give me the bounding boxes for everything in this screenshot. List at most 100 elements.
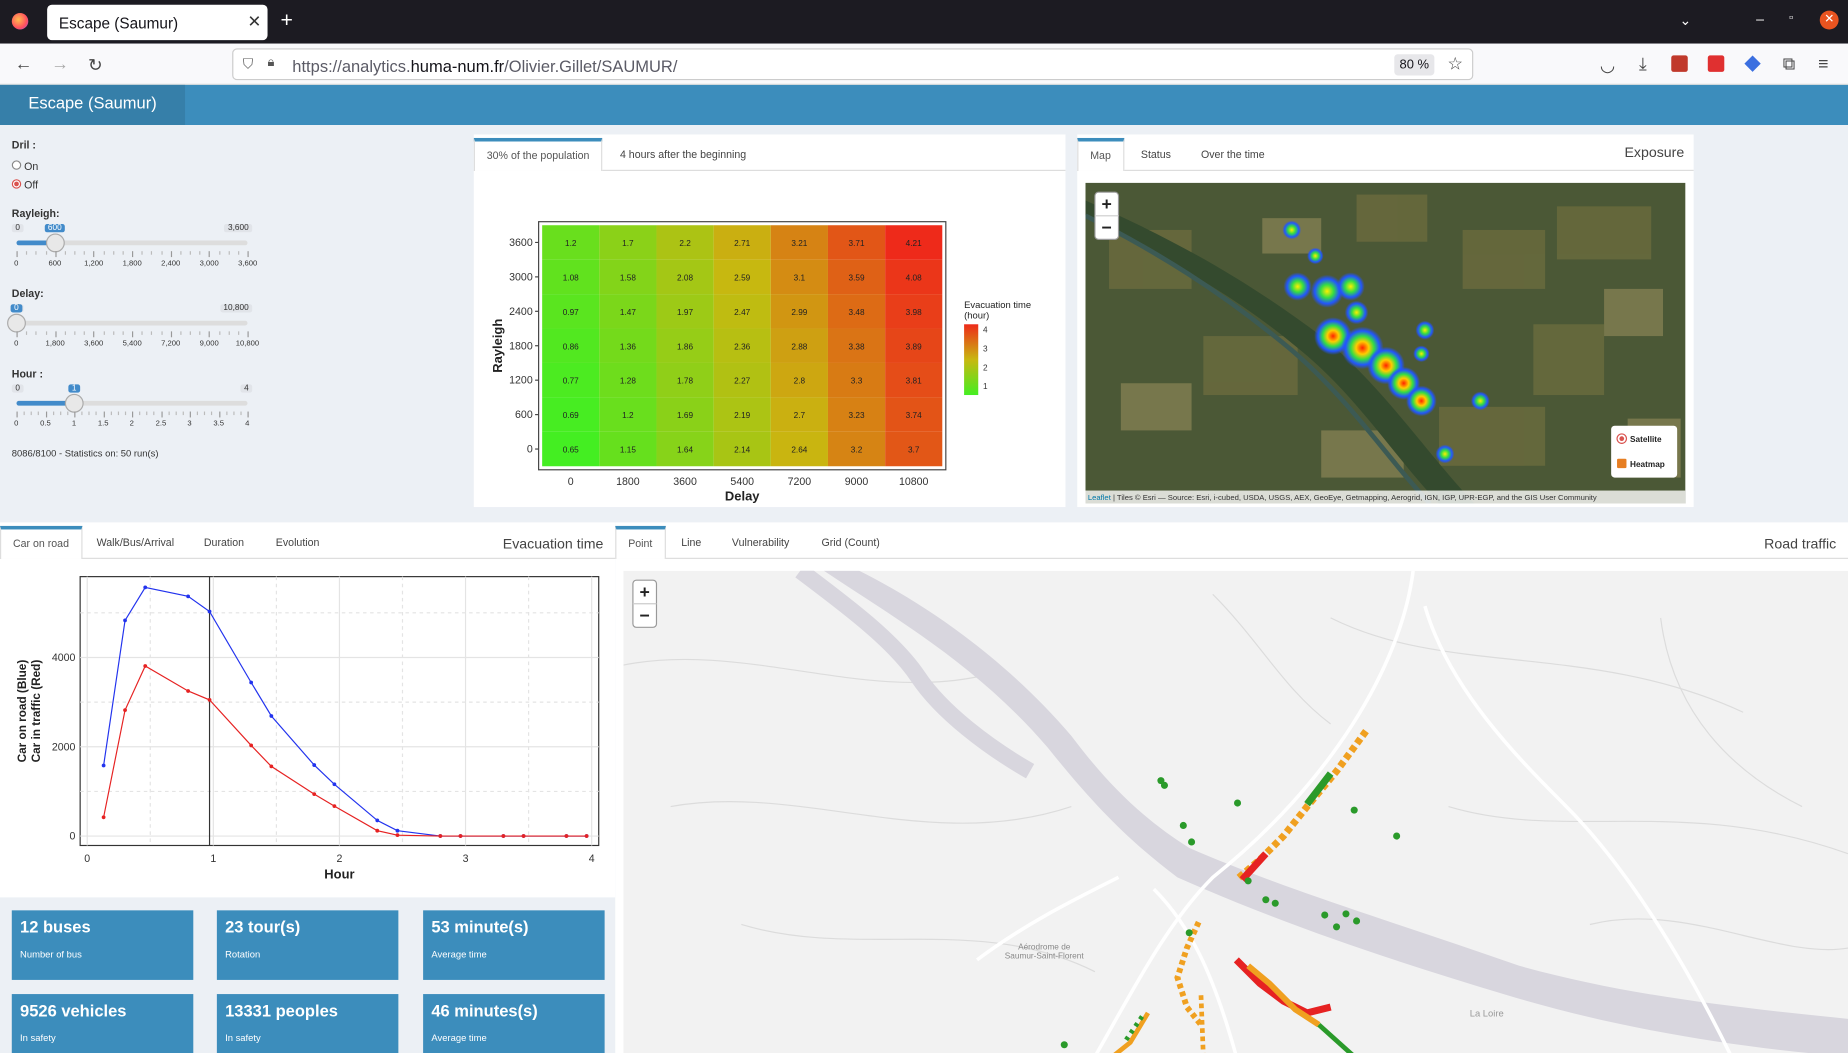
- drill-option-on[interactable]: On: [11, 160, 38, 172]
- extensions-icon[interactable]: ⧉: [1782, 54, 1796, 75]
- layer-satellite[interactable]: Satellite: [1630, 435, 1662, 444]
- slider-minor-tick: [139, 411, 141, 416]
- slider-tick: [132, 251, 134, 258]
- tab-population[interactable]: 30% of the population: [473, 137, 603, 171]
- heatmap-cell-label: 1.64: [677, 446, 693, 455]
- slider-minor-tick: [26, 331, 28, 335]
- layer-heatmap[interactable]: Heatmap: [1630, 460, 1665, 469]
- heatmap-cell: [542, 294, 600, 329]
- heatmap-cell-label: 1.7: [622, 239, 634, 248]
- heatmap-cell-label: 3.89: [906, 342, 922, 351]
- road-traffic-tabs: Point Line Vulnerability Grid (Count): [615, 525, 1848, 559]
- slider-tick-label: 4: [245, 419, 250, 429]
- lock-icon[interactable]: 🔒︎: [267, 55, 275, 70]
- slider-minor-tick: [211, 411, 213, 416]
- road-traffic-map[interactable]: Aérodrome de Saumur-Saint-Florent La Loi…: [623, 570, 1848, 1053]
- heatmap-cell-label: 3.1: [794, 273, 806, 282]
- slider-minor-tick: [228, 331, 230, 335]
- rayleigh-slider[interactable]: 0 3,600 600 0 600 1,200 1,800 2,400 3,000 3,600: [11, 224, 257, 283]
- tab-grid-count[interactable]: Grid (Count): [821, 536, 880, 549]
- slider-tick-label: 2,400: [161, 259, 181, 268]
- list-tabs-icon[interactable]: ⌄: [1679, 11, 1692, 29]
- slider-value: 0: [10, 304, 23, 313]
- minimize-icon[interactable]: –: [1756, 10, 1764, 28]
- extension-icon[interactable]: [1671, 55, 1688, 72]
- zoom-control[interactable]: + −: [1094, 191, 1120, 240]
- app-brand[interactable]: Escape (Saumur): [0, 84, 186, 125]
- shield-icon[interactable]: ⛉: [242, 55, 254, 72]
- heatmap-cell: [827, 397, 886, 432]
- series-point: [143, 664, 148, 668]
- tab-line[interactable]: Line: [681, 536, 702, 549]
- heatmap-cell-label: 0.77: [563, 377, 579, 386]
- reload-icon[interactable]: ↻: [88, 55, 103, 76]
- drill-option-off[interactable]: Off: [11, 179, 38, 191]
- heatmap-cell: [542, 328, 600, 363]
- heatmap-cell: [885, 362, 943, 398]
- slider-minor-tick: [228, 251, 230, 255]
- back-icon[interactable]: ←: [14, 54, 33, 75]
- slider-tick: [160, 411, 163, 418]
- slider-minor-tick: [64, 251, 66, 255]
- series-point: [312, 792, 317, 796]
- extension-icon[interactable]: [1744, 55, 1761, 72]
- tab-point[interactable]: Point: [615, 525, 666, 559]
- tab-car-on-road[interactable]: Car on road: [0, 525, 82, 559]
- menu-icon[interactable]: ≡: [1818, 54, 1829, 75]
- svg-text:+: +: [640, 582, 650, 602]
- rayleigh-label: Rayleigh:: [11, 207, 60, 220]
- slider-value: 600: [44, 224, 66, 233]
- tab-status[interactable]: Status: [1140, 148, 1171, 161]
- new-tab-icon[interactable]: +: [280, 8, 293, 32]
- slider-tick-label: 600: [48, 259, 62, 268]
- pocket-icon[interactable]: ◡: [1599, 55, 1616, 76]
- close-tab-icon[interactable]: ✕: [247, 11, 262, 31]
- zoom-control[interactable]: + −: [632, 579, 658, 628]
- tab-map[interactable]: Map: [1077, 137, 1124, 171]
- legend-tick-label: 4: [983, 326, 988, 335]
- heatmap-cell: [770, 328, 828, 363]
- slider-tick-label: 1.5: [97, 419, 109, 429]
- heatmap-cell: [599, 431, 657, 467]
- downloads-icon[interactable]: ⤓: [1639, 54, 1647, 75]
- tab-over-time[interactable]: Over the time: [1200, 148, 1265, 161]
- heatmap-cell: [656, 397, 714, 432]
- address-bar[interactable]: ⛉ 🔒︎ https://analytics.huma-num.fr/Olivi…: [232, 48, 1474, 81]
- tab-walk-bus-arrival[interactable]: Walk/Bus/Arrival: [96, 536, 175, 549]
- url-text[interactable]: https://analytics.huma-num.fr/Olivier.Gi…: [292, 56, 678, 76]
- zoom-level[interactable]: 80 %: [1394, 54, 1435, 76]
- series-point: [438, 834, 443, 838]
- heatmap-cell-label: 1.28: [620, 377, 636, 386]
- browser-tab[interactable]: Escape (Saumur) ✕: [47, 4, 268, 41]
- exposure-satellite-map[interactable]: + − Satellite Heatmap Leaflet | Tiles © …: [1085, 182, 1686, 504]
- bookmark-star-icon[interactable]: ☆: [1447, 54, 1464, 75]
- forward-icon[interactable]: →: [51, 54, 69, 75]
- slider-handle[interactable]: [45, 233, 65, 253]
- tab-duration[interactable]: Duration: [203, 536, 245, 549]
- tab-evolution[interactable]: Evolution: [275, 536, 320, 549]
- maximize-icon[interactable]: ▫: [1789, 11, 1794, 25]
- tab-4-hours[interactable]: 4 hours after the beginning: [619, 148, 747, 161]
- slider-tick: [93, 251, 95, 258]
- tab-vulnerability[interactable]: Vulnerability: [731, 536, 790, 549]
- delay-label: Delay:: [11, 287, 44, 300]
- heatmap-cell: [827, 362, 886, 398]
- drill-label: Dril :: [11, 139, 36, 151]
- x-tick-label: 1: [210, 853, 216, 865]
- heatmap-cell: [599, 397, 657, 432]
- extension-icon[interactable]: [1707, 55, 1725, 72]
- x-tick-label: 4: [589, 853, 595, 865]
- hour-slider[interactable]: 0 4 1 0 0.5 1 1.5 2 2.5 3 3.5 4: [11, 384, 253, 443]
- y-tick-label: 4000: [52, 652, 76, 664]
- heatmap-cell-label: 2.14: [734, 446, 750, 455]
- slider-minor-tick: [83, 331, 86, 335]
- series-point: [269, 764, 274, 769]
- heatmap-cell-label: 1.47: [620, 308, 636, 317]
- heatmap-cell: [713, 259, 771, 295]
- slider-handle[interactable]: [64, 393, 84, 413]
- close-window-icon[interactable]: ✕: [1819, 10, 1839, 30]
- slider-handle[interactable]: [7, 313, 26, 333]
- slider-minor-tick: [160, 251, 163, 255]
- series-point: [584, 834, 589, 838]
